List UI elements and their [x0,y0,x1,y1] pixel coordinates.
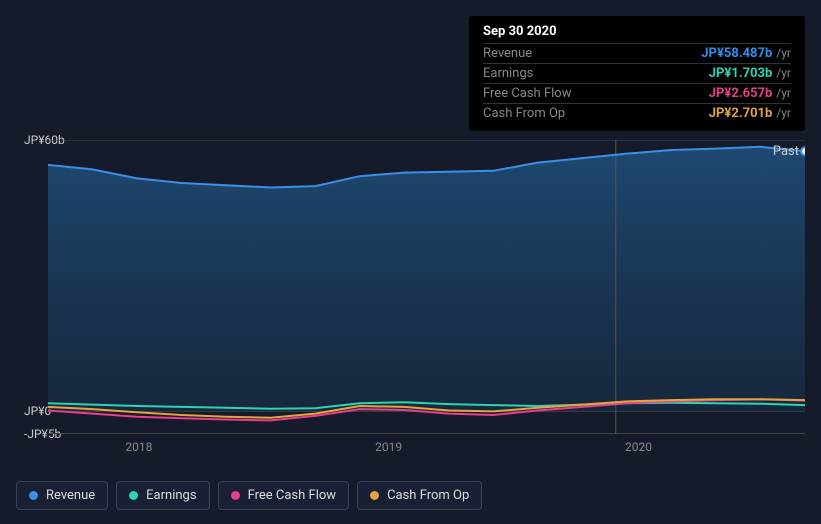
legend-label: Free Cash Flow [248,488,336,503]
financial-chart: JP¥60bJP¥0-JP¥5b Past 201820192020 [16,120,805,464]
tooltip-metric-label: Revenue [483,46,532,61]
legend-dot-icon [231,491,240,500]
chart-tooltip: Sep 30 2020 RevenueJP¥58.487b/yrEarnings… [469,16,805,131]
tooltip-unit: /yr [776,46,791,60]
legend-dot-icon [29,491,38,500]
tooltip-metric-value: JP¥1.703b [709,66,773,81]
tooltip-metric-label: Cash From Op [483,106,565,121]
legend-dot-icon [370,491,379,500]
x-axis-label: 2020 [625,440,652,454]
tooltip-unit: /yr [776,106,791,120]
revenue-area [48,147,805,412]
tooltip-row: Free Cash Flow JP¥2.657b/yr [483,83,791,103]
series-end-dot [801,147,805,155]
tooltip-unit: /yr [776,86,791,100]
legend-item-earnings[interactable]: Earnings [116,481,209,510]
legend-item-free-cash-flow[interactable]: Free Cash Flow [218,481,349,510]
legend-label: Cash From Op [387,488,469,503]
legend-label: Revenue [46,488,95,503]
legend-item-cash-from-op[interactable]: Cash From Op [357,481,482,510]
x-axis-label: 2019 [375,440,402,454]
tooltip-metric-value: JP¥58.487b [701,46,772,61]
legend-item-revenue[interactable]: Revenue [16,481,108,510]
tooltip-date: Sep 30 2020 [483,24,791,43]
legend-dot-icon [129,491,138,500]
tooltip-metric-label: Earnings [483,66,533,81]
tooltip-metric-value: JP¥2.701b [709,106,773,121]
tooltip-row: Earnings JP¥1.703b/yr [483,63,791,83]
tooltip-row: Cash From Op JP¥2.701b/yr [483,103,791,123]
tooltip-unit: /yr [776,66,791,80]
legend-label: Earnings [146,488,196,503]
chart-plot-area[interactable] [48,140,805,434]
chart-legend: Revenue Earnings Free Cash Flow Cash From O… [16,481,482,510]
x-axis: 2018 2019 2020 [48,440,805,456]
tooltip-metric-label: Free Cash Flow [483,86,571,101]
tooltip-row: Revenue JP¥58.487b/yr [483,43,791,63]
past-label: Past [773,144,799,159]
tooltip-metric-value: JP¥2.657b [709,86,773,101]
x-axis-label: 2018 [125,440,152,454]
